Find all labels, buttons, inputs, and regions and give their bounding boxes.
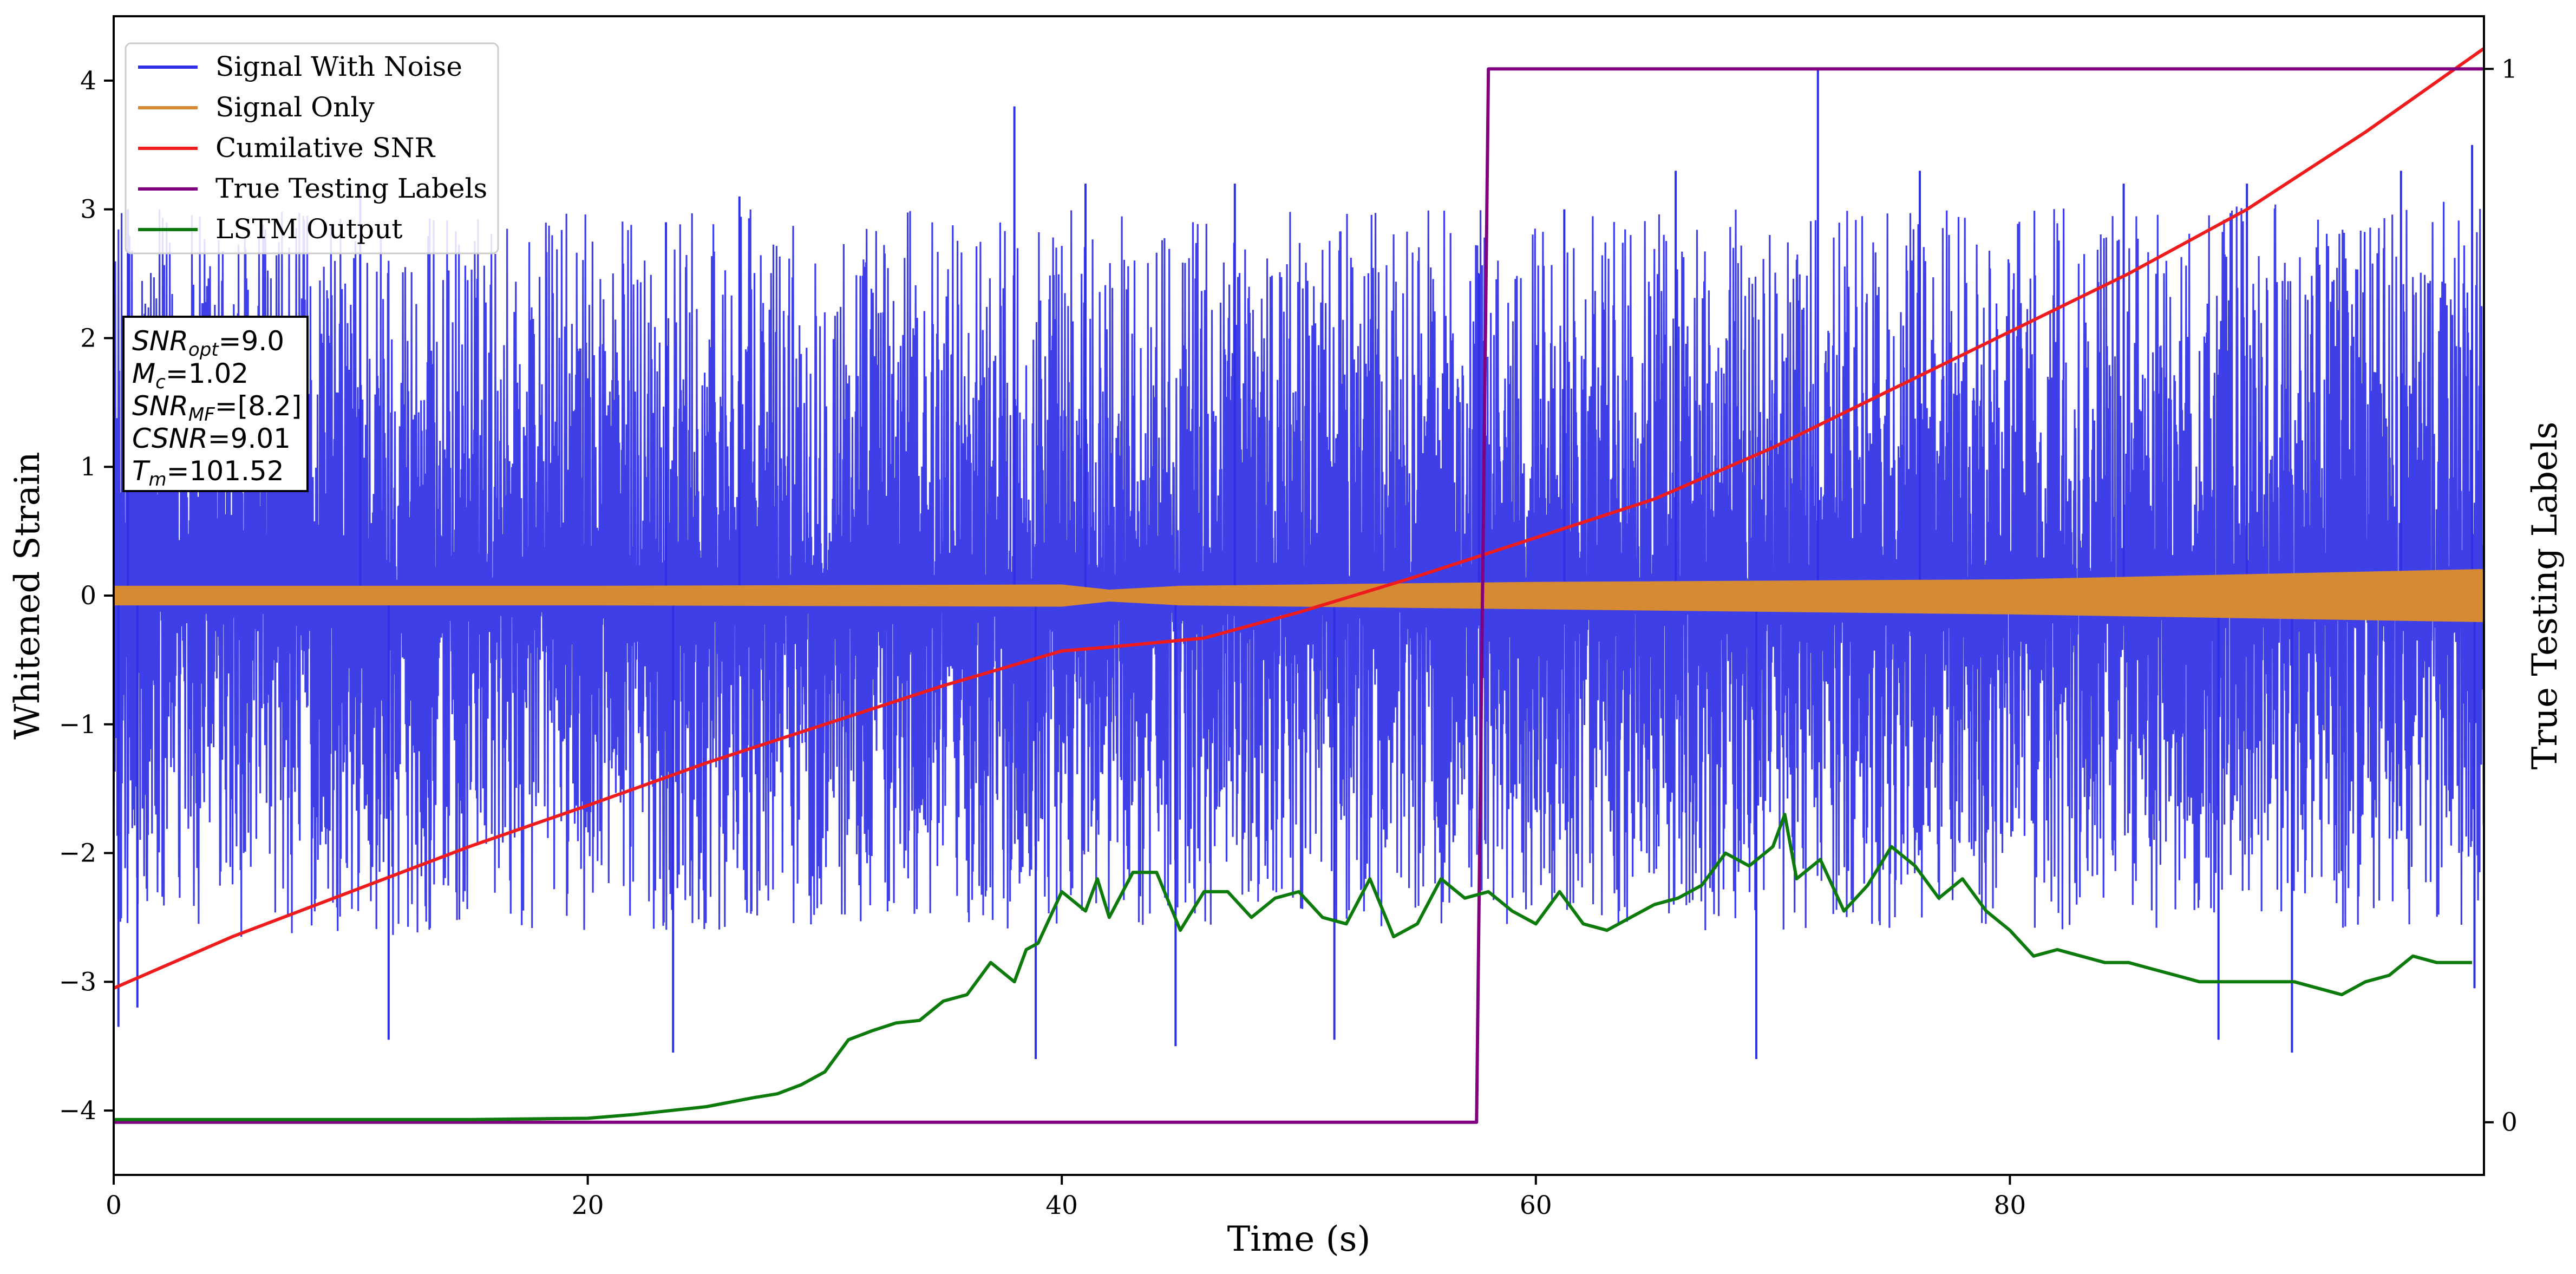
series-signal-only bbox=[114, 569, 2484, 623]
y-tick-label: 2 bbox=[80, 323, 96, 353]
y-tick-label: 0 bbox=[80, 581, 96, 611]
y-axis-right: 01 bbox=[2484, 54, 2518, 1138]
annotation-box: SNRopt=9.0Mc=1.02SNRMF=[8.2]CSNR=9.01Tm=… bbox=[122, 316, 309, 492]
legend-label: Cumilative SNR bbox=[215, 132, 435, 164]
annotation-line: Mc=1.02 bbox=[132, 358, 249, 393]
y-axis-left: −4 −3 −2 −1 0 1 2 3 4 bbox=[59, 66, 114, 1126]
annotation-line: Tm=101.52 bbox=[132, 455, 284, 491]
series-cumilative-snr bbox=[114, 47, 2484, 990]
y-tick-label: 4 bbox=[80, 66, 96, 96]
y-axis-right-title: True Testing Labels bbox=[2525, 422, 2565, 770]
x-tick-label: 20 bbox=[572, 1191, 604, 1220]
y-tick-label: 1 bbox=[80, 452, 96, 482]
x-tick-label: 0 bbox=[106, 1191, 122, 1220]
y-axis-title: Whitened Strain bbox=[8, 452, 48, 739]
annotation-line: SNRopt=9.0 bbox=[132, 325, 284, 361]
legend-label: LSTM Output bbox=[215, 213, 402, 245]
annotation-frame bbox=[122, 316, 309, 492]
y-right-tick-label: 0 bbox=[2501, 1108, 2518, 1138]
x-tick-label: 60 bbox=[1520, 1191, 1552, 1220]
annotation-line: SNRMF=[8.2] bbox=[132, 390, 302, 426]
x-tick-label: 40 bbox=[1045, 1191, 1078, 1220]
legend: Signal With Noise Signal Only Cumilative S… bbox=[125, 42, 499, 254]
x-axis-title: Time (s) bbox=[1227, 1219, 1371, 1259]
series-true-testing-labels bbox=[114, 67, 2484, 1124]
y-tick-label: 3 bbox=[80, 195, 96, 225]
legend-label: Signal Only bbox=[215, 92, 375, 123]
x-axis: 0 20 40 60 80 bbox=[106, 1175, 2026, 1220]
y-tick-label: −1 bbox=[59, 710, 96, 740]
legend-box bbox=[125, 42, 499, 254]
x-tick-label: 80 bbox=[1993, 1191, 2026, 1220]
y-right-tick-label: 1 bbox=[2501, 54, 2518, 84]
legend-label: Signal With Noise bbox=[215, 51, 462, 82]
series-lstm-output bbox=[114, 813, 2473, 1121]
series-signal-with-noise bbox=[114, 68, 2484, 1059]
y-tick-label: −3 bbox=[59, 967, 96, 997]
series-layer bbox=[114, 47, 2484, 1124]
noise-trace bbox=[114, 201, 2484, 937]
legend-label: True Testing Labels bbox=[215, 173, 487, 204]
y-tick-label: −2 bbox=[59, 839, 96, 868]
annotation-line: CSNR=9.01 bbox=[132, 423, 291, 454]
y-tick-label: −4 bbox=[59, 1096, 96, 1126]
